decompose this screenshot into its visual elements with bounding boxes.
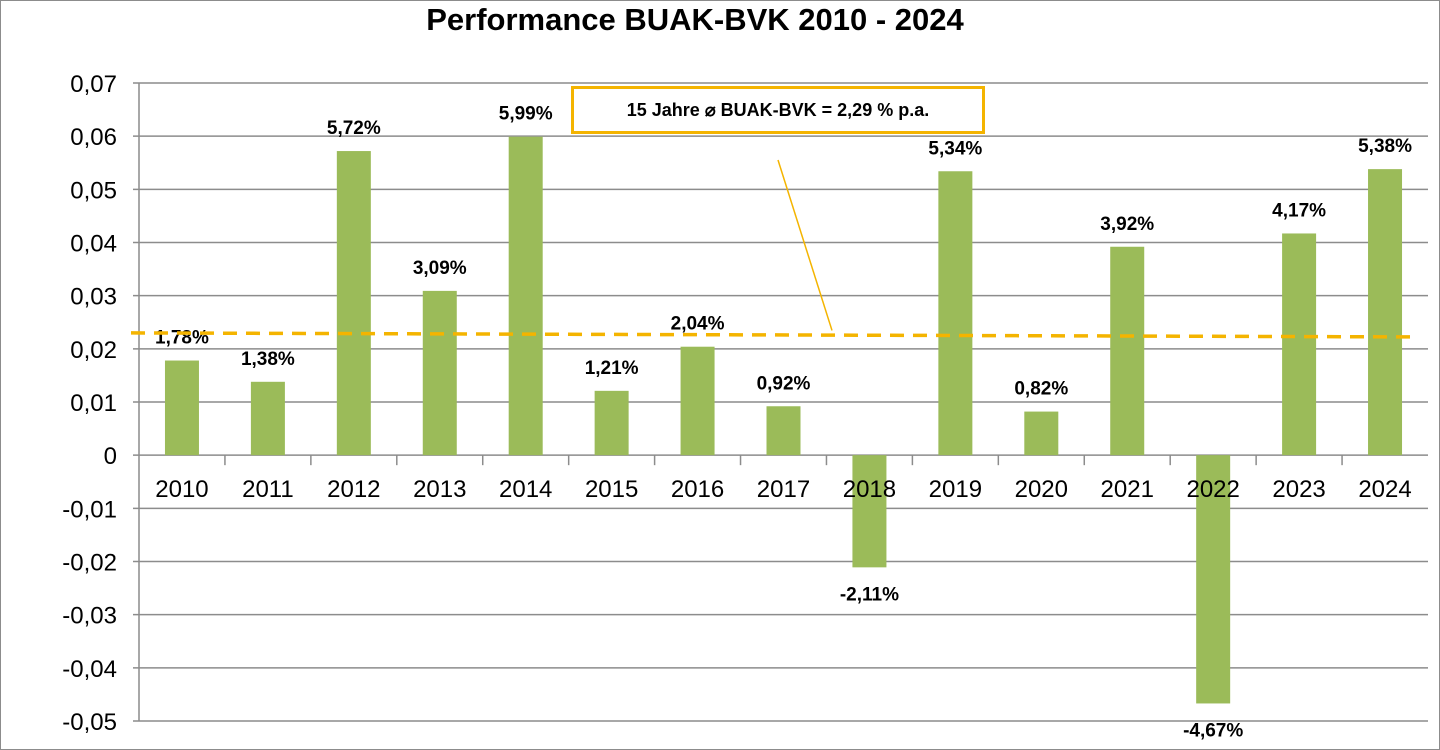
data-label: 5,72% <box>327 118 381 139</box>
y-tick-label: 0,07 <box>70 71 117 98</box>
data-label: -4,67% <box>1183 720 1243 741</box>
y-tick-label: -0,05 <box>62 709 117 736</box>
x-tick-label: 2010 <box>155 476 208 503</box>
bar <box>852 455 887 568</box>
bar <box>336 151 371 456</box>
y-tick-label: 0,05 <box>70 177 117 204</box>
y-tick-label: 0,02 <box>70 337 117 364</box>
x-tick-label: 2014 <box>499 476 552 503</box>
data-label: 5,34% <box>928 138 982 159</box>
data-label: 0,82% <box>1014 379 1068 400</box>
bar <box>422 290 457 456</box>
x-tick-label: 2019 <box>929 476 982 503</box>
bar <box>1024 411 1059 456</box>
bar <box>250 381 285 456</box>
bar <box>164 360 199 456</box>
bar <box>938 171 973 456</box>
x-tick-label: 2016 <box>671 476 724 503</box>
bar <box>680 346 715 456</box>
x-tick-label: 2012 <box>327 476 380 503</box>
y-tick-label: 0,04 <box>70 231 117 258</box>
y-tick-label: 0,03 <box>70 284 117 311</box>
data-label: 2,04% <box>671 314 725 335</box>
average-leader-line <box>777 159 833 331</box>
data-label: 4,17% <box>1272 200 1326 221</box>
data-label: 1,21% <box>585 358 639 379</box>
x-tick-label: 2024 <box>1358 476 1411 503</box>
x-tick-label: 2020 <box>1015 476 1068 503</box>
x-tick-label: 2013 <box>413 476 466 503</box>
y-tick-label: -0,02 <box>62 550 117 577</box>
average-line <box>130 331 1411 339</box>
bar <box>594 390 629 456</box>
x-tick-label: 2018 <box>843 476 896 503</box>
y-tick-label: -0,01 <box>62 496 117 523</box>
bar <box>1110 246 1145 456</box>
y-tick-label: -0,04 <box>62 656 117 683</box>
y-tick-label: 0,01 <box>70 390 117 417</box>
bar <box>1196 455 1231 704</box>
data-label: -2,11% <box>840 584 899 605</box>
x-tick-label: 2017 <box>757 476 810 503</box>
data-label: 5,38% <box>1358 136 1412 157</box>
x-tick-label: 2023 <box>1272 476 1325 503</box>
average-annotation-label: 15 Jahre ⌀ BUAK-BVK = 2,29 % p.a. <box>626 99 930 120</box>
x-tick-label: 2022 <box>1186 476 1239 503</box>
data-label: 1,38% <box>241 349 295 370</box>
y-tick-label: 0 <box>104 443 117 470</box>
bar <box>508 136 543 456</box>
average-annotation-box: 15 Jahre ⌀ BUAK-BVK = 2,29 % p.a. <box>571 86 985 134</box>
bar <box>1282 233 1317 456</box>
x-tick-label: 2021 <box>1101 476 1154 503</box>
x-tick-label: 2011 <box>242 476 294 503</box>
data-label: 5,99% <box>499 104 553 125</box>
bar <box>766 406 801 456</box>
y-tick-label: 0,06 <box>70 124 117 151</box>
data-label: 1,78% <box>155 328 209 349</box>
data-label: 3,09% <box>413 258 467 279</box>
chart-title: Performance BUAK-BVK 2010 - 2024 <box>426 2 964 37</box>
data-label: 0,92% <box>757 373 811 394</box>
x-tick-label: 2015 <box>585 476 638 503</box>
bar <box>1368 169 1403 456</box>
data-label: 3,92% <box>1100 214 1154 235</box>
y-tick-label: -0,03 <box>62 603 117 630</box>
